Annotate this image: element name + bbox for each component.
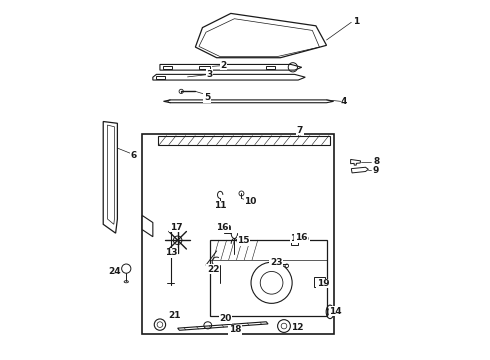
Text: 3: 3 — [206, 70, 213, 79]
Text: 15: 15 — [237, 237, 249, 246]
Text: 8: 8 — [373, 157, 379, 166]
Text: 7: 7 — [297, 126, 303, 135]
Text: 16: 16 — [295, 233, 307, 242]
Text: 11: 11 — [214, 201, 226, 210]
Text: 3: 3 — [206, 70, 213, 79]
Text: 6: 6 — [130, 152, 137, 161]
Text: 23: 23 — [270, 258, 282, 267]
Text: 18: 18 — [229, 325, 242, 334]
Text: 2: 2 — [220, 61, 227, 70]
Text: 16a: 16a — [213, 223, 231, 232]
Text: 13: 13 — [166, 248, 178, 257]
Text: 14: 14 — [329, 307, 342, 316]
Text: 24: 24 — [108, 267, 121, 276]
Text: 9: 9 — [373, 166, 379, 175]
Text: 16: 16 — [216, 223, 228, 232]
Text: 19: 19 — [317, 279, 329, 288]
Polygon shape — [142, 215, 153, 237]
Text: 22: 22 — [207, 265, 220, 274]
Text: 16b: 16b — [291, 234, 309, 243]
Text: 2: 2 — [220, 61, 227, 70]
Text: 10: 10 — [244, 197, 256, 206]
Text: 1: 1 — [353, 17, 360, 26]
Text: 4: 4 — [341, 97, 347, 106]
Text: 12: 12 — [291, 323, 304, 332]
Text: 21: 21 — [168, 311, 180, 320]
Text: 17: 17 — [170, 222, 182, 231]
Text: 20: 20 — [220, 314, 232, 323]
Text: 5: 5 — [204, 93, 210, 102]
